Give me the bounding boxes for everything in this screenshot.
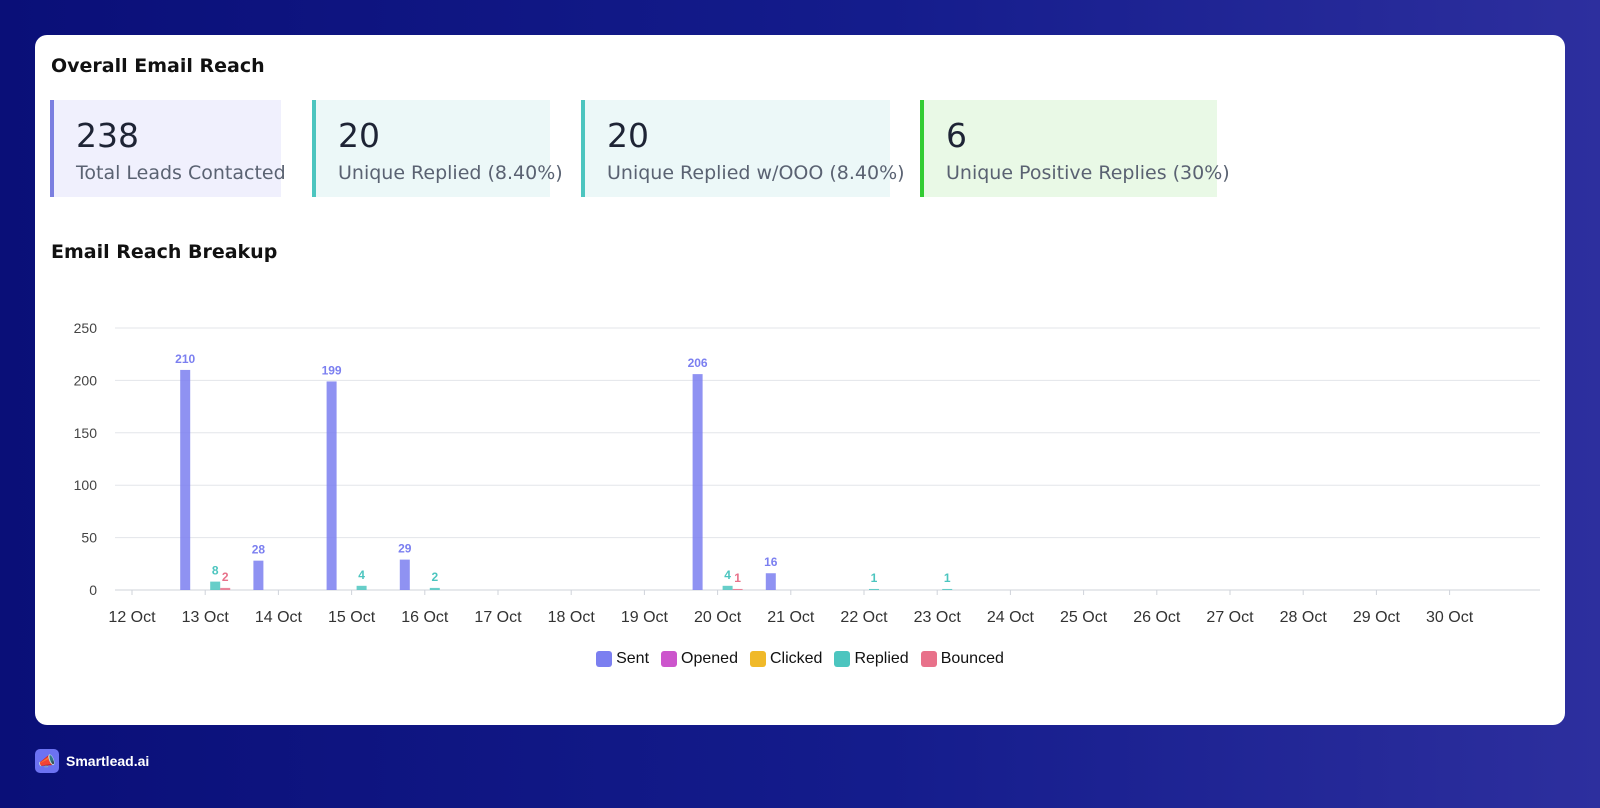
legend-label: Opened xyxy=(681,650,738,667)
legend-swatch xyxy=(596,651,613,667)
data-label: 4 xyxy=(358,568,365,582)
stat-label: Unique Replied (8.40%) xyxy=(338,162,563,184)
legend-label: Sent xyxy=(616,650,650,667)
x-tick-label: 15 Oct xyxy=(328,609,376,626)
legend-item-opened[interactable]: Opened xyxy=(661,650,738,668)
legend-swatch xyxy=(834,651,851,667)
bar-replied[interactable] xyxy=(869,588,879,590)
stat-unique-replied-ooo: 20 Unique Replied w/OOO (8.40%) xyxy=(581,100,905,197)
x-tick-label: 17 Oct xyxy=(474,609,522,626)
data-label: 16 xyxy=(764,555,778,569)
stat-value: 20 xyxy=(338,116,380,155)
x-tick-label: 16 Oct xyxy=(401,609,449,626)
legend-label: Clicked xyxy=(769,650,823,667)
y-tick-label: 200 xyxy=(74,372,98,388)
data-label: 8 xyxy=(212,564,219,578)
legend-item-clicked[interactable]: Clicked xyxy=(749,650,823,668)
x-tick-label: 22 Oct xyxy=(840,609,888,626)
x-tick-label: 12 Oct xyxy=(108,609,156,626)
overall-email-reach-title: Overall Email Reach xyxy=(51,55,265,77)
x-tick-label: 14 Oct xyxy=(255,609,303,626)
bar-bounced[interactable] xyxy=(220,587,231,590)
brand: 📣 Smartlead.ai xyxy=(35,749,149,773)
x-tick-label: 25 Oct xyxy=(1060,609,1108,626)
bar-replied[interactable] xyxy=(356,585,367,590)
megaphone-icon: 📣 xyxy=(35,749,59,773)
y-tick-label: 150 xyxy=(74,425,98,441)
bar-replied[interactable] xyxy=(210,581,221,590)
x-tick-label: 30 Oct xyxy=(1426,609,1474,626)
x-tick-label: 27 Oct xyxy=(1206,609,1254,626)
data-label: 28 xyxy=(252,543,266,557)
data-label: 199 xyxy=(322,363,342,377)
data-label: 1 xyxy=(944,571,951,585)
stat-label: Total Leads Contacted xyxy=(76,162,286,184)
x-tick-label: 26 Oct xyxy=(1133,609,1181,626)
x-tick-label: 20 Oct xyxy=(694,609,742,626)
data-label: 29 xyxy=(398,542,412,556)
x-tick-label: 29 Oct xyxy=(1353,609,1401,626)
stat-label: Unique Positive Replies (30%) xyxy=(946,162,1230,184)
bar-replied[interactable] xyxy=(942,588,953,590)
bar-sent[interactable] xyxy=(692,374,703,590)
stat-positive-replies: 6 Unique Positive Replies (30%) xyxy=(920,100,1230,197)
legend-item-bounced[interactable]: Bounced xyxy=(920,650,1004,668)
data-label: 4 xyxy=(724,568,731,582)
email-reach-card: Overall Email Reach 238 Total Leads Cont… xyxy=(35,35,1565,725)
data-label: 1 xyxy=(871,571,878,585)
x-tick-label: 21 Oct xyxy=(767,609,815,626)
legend-item-replied[interactable]: Replied xyxy=(834,650,909,668)
stat-label: Unique Replied w/OOO (8.40%) xyxy=(607,162,905,184)
x-tick-label: 13 Oct xyxy=(182,609,230,626)
bar-replied[interactable] xyxy=(722,585,733,590)
stat-value: 20 xyxy=(607,116,649,155)
x-tick-label: 18 Oct xyxy=(548,609,596,626)
data-label: 2 xyxy=(431,570,438,584)
legend-swatch xyxy=(661,651,678,667)
legend-swatch xyxy=(920,651,937,667)
bar-sent[interactable] xyxy=(253,560,264,590)
data-label: 210 xyxy=(175,352,195,366)
bar-sent[interactable] xyxy=(765,573,776,590)
data-label: 1 xyxy=(734,571,741,585)
bar-sent[interactable] xyxy=(399,559,410,590)
legend-item-sent[interactable]: Sent xyxy=(596,650,649,668)
email-reach-breakup-title: Email Reach Breakup xyxy=(51,241,278,263)
email-reach-bar-chart: 0 50 100 150 200 250 12 Oct 13 Oct 14 Oct 15 Oct 1… xyxy=(74,320,1540,626)
chart-legend: Sent Opened Clicked Replied Bounced xyxy=(35,650,1565,672)
y-tick-label: 250 xyxy=(74,320,98,336)
y-tick-label: 100 xyxy=(74,477,98,493)
y-tick-label: 0 xyxy=(89,582,97,598)
bar-sent[interactable] xyxy=(326,381,337,590)
x-tick-label: 23 Oct xyxy=(914,609,962,626)
bar-bounced[interactable] xyxy=(732,588,743,590)
bar-replied[interactable] xyxy=(429,587,440,590)
legend-label: Bounced xyxy=(940,650,1004,667)
stat-value: 238 xyxy=(76,116,139,155)
data-label: 2 xyxy=(222,570,229,584)
y-tick-label: 50 xyxy=(81,530,97,546)
data-label: 206 xyxy=(688,356,708,370)
legend-label: Replied xyxy=(854,650,909,667)
x-tick-label: 19 Oct xyxy=(621,609,669,626)
bar-sent[interactable] xyxy=(180,369,191,590)
brand-name: Smartlead.ai xyxy=(66,753,150,769)
stat-unique-replied: 20 Unique Replied (8.40%) xyxy=(312,100,563,197)
x-tick-label: 28 Oct xyxy=(1280,609,1328,626)
legend-swatch xyxy=(749,651,766,667)
stat-total-leads: 238 Total Leads Contacted xyxy=(50,100,286,197)
x-tick-label: 24 Oct xyxy=(987,609,1035,626)
stat-value: 6 xyxy=(946,116,967,155)
